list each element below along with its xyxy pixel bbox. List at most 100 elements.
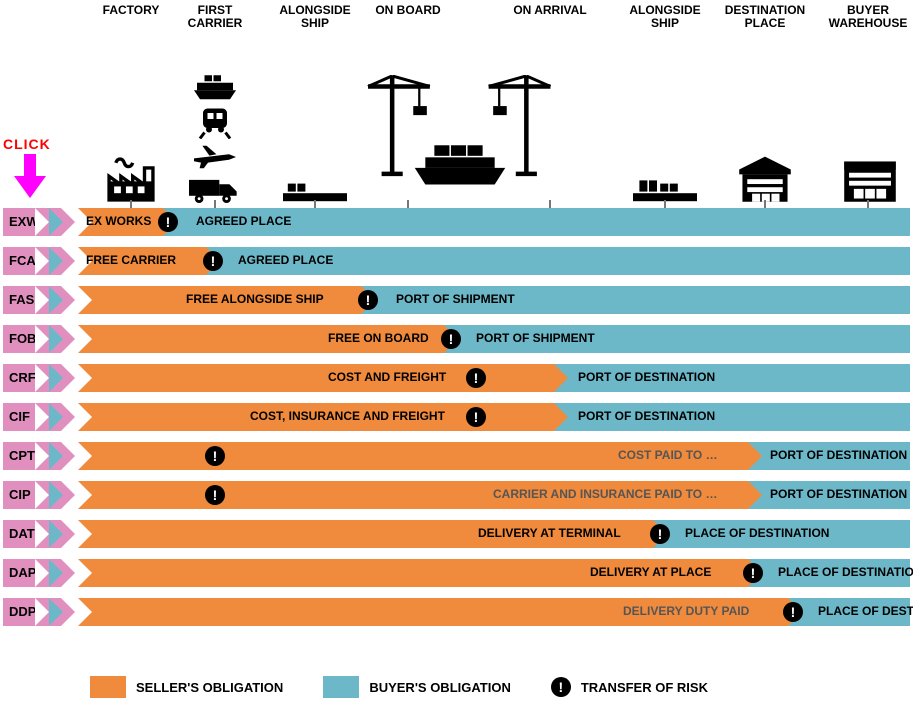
column-headers: FACTORYFIRST CARRIERALONGSIDE SHIPON BOA… [0, 0, 913, 36]
buyer-text: PORT OF DESTINATION [578, 409, 715, 423]
column-tick [867, 200, 869, 208]
transfer-of-risk-icon: ! [466, 368, 486, 388]
incoterm-row-fob: FOB FREE ON BOARD PORT OF SHIPMENT! [3, 325, 910, 353]
buyer-text: PLACE OF DESTINATION [818, 604, 913, 618]
seller-swatch [90, 676, 126, 698]
buyer-text: PLACE OF DESTINATION [778, 565, 913, 579]
transfer-of-risk-icon: ! [358, 290, 378, 310]
obligation-bar: FREE ON BOARD PORT OF SHIPMENT! [78, 325, 910, 353]
chevron-icon [49, 520, 69, 548]
column-header-alongside2: ALONGSIDE SHIP [615, 4, 715, 30]
obligation-bar: FREE ALONGSIDE SHIPPORT OF SHIPMENT! [78, 286, 910, 314]
obligation-bar: CARRIER AND INSURANCE PAID TO … PORT OF D… [78, 481, 910, 509]
legend: SELLER'S OBLIGATION BUYER'S OBLIGATION !… [90, 676, 913, 698]
buyer-text: PORT OF DESTINATION [770, 487, 907, 501]
incoterm-row-exw: EXWEX WORKSAGREED PLACE! [3, 208, 910, 236]
obligation-bar: EX WORKSAGREED PLACE! [78, 208, 910, 236]
incoterm-row-fas: FASFREE ALONGSIDE SHIPPORT OF SHIPMENT! [3, 286, 910, 314]
column-tick [764, 200, 766, 208]
transfer-of-risk-icon: ! [203, 251, 223, 271]
column-header-destplace: DESTINATION PLACE [715, 4, 815, 30]
incoterm-row-fca: FCA FREE CARRIER AGREED PLACE! [3, 247, 910, 275]
plane-icon [192, 143, 238, 171]
obligation-bar: DELIVERY DUTY PAID PLACE OF DESTINATION! [78, 598, 910, 626]
column-tick [549, 200, 551, 208]
obligation-bar: COST AND FREIGHT PORT OF DESTINATION! [78, 364, 910, 392]
column-header-carrier: FIRST CARRIER [165, 4, 265, 30]
transfer-of-risk-icon: ! [205, 446, 225, 466]
buyer-warehouse-icon [838, 155, 902, 205]
chevron-icon [49, 364, 69, 392]
incoterm-code-label: CRF [9, 370, 36, 385]
column-tick [130, 200, 132, 208]
incoterm-row-ddp: DDPDELIVERY DUTY PAIDPLACE OF DESTINATIO… [3, 598, 910, 626]
column-header-alongside1: ALONGSIDE SHIP [265, 4, 365, 30]
column-header-onboard: ON BOARD [358, 4, 458, 17]
train-icon [197, 105, 233, 139]
column-tick [214, 200, 216, 208]
column-header-onarrival: ON ARRIVAL [500, 4, 600, 17]
transfer-of-risk-icon: ! [441, 329, 461, 349]
incoterm-code-label: CPT [9, 448, 35, 463]
incoterm-row-cip: CIPCARRIER AND INSURANCE PAID TO …PORT O… [3, 481, 910, 509]
incoterms-diagram: CLICK FACTORYFIRST CARRIERALONGSIDE SHIP… [0, 0, 913, 712]
seller-text: FREE ON BOARD [328, 331, 429, 345]
incoterm-code-label: DAP [9, 565, 36, 580]
buyer-text: PLACE OF DESTINATION [685, 526, 829, 540]
incoterm-row-dat: DATDELIVERY AT TERMINALPLACE OF DESTINAT… [3, 520, 910, 548]
incoterm-row-cif: CIF COST, INSURANCE AND FREIGHTPORT OF DE… [3, 403, 910, 431]
buyer-text: AGREED PLACE [238, 253, 333, 267]
seller-text: CARRIER AND INSURANCE PAID TO … [493, 487, 717, 501]
chevron-icon [49, 442, 69, 470]
incoterm-code-label: FOB [9, 331, 36, 346]
chevron-icon [49, 247, 69, 275]
factory-icon [101, 151, 161, 205]
obligation-bar: DELIVERY AT TERMINAL PLACE OF DESTINATION… [78, 520, 910, 548]
incoterm-row-crf: CRF COST AND FREIGHT PORT OF DESTINATION! [3, 364, 910, 392]
seller-text: DELIVERY DUTY PAID [623, 604, 749, 618]
transfer-of-risk-icon: ! [783, 602, 803, 622]
buyer-text: PORT OF SHIPMENT [396, 292, 515, 306]
obligation-bar: COST PAID TO …PORT OF DESTINATION! [78, 442, 910, 470]
alongside-ship-dest-icon [630, 159, 700, 205]
seller-text: DELIVERY AT PLACE [590, 565, 711, 579]
incoterm-row-cpt: CPT COST PAID TO …PORT OF DESTINATION! [3, 442, 910, 470]
chevron-icon [49, 403, 69, 431]
legend-seller-label: SELLER'S OBLIGATION [136, 680, 283, 695]
column-tick [664, 200, 666, 208]
legend-risk-label: TRANSFER OF RISK [581, 680, 708, 695]
transfer-of-risk-icon: ! [743, 563, 763, 583]
column-tick [314, 200, 316, 208]
onboard-crane-ship-icon [360, 75, 560, 205]
transfer-of-risk-icon: ! [466, 407, 486, 427]
buyer-text: PORT OF DESTINATION [578, 370, 715, 384]
legend-seller: SELLER'S OBLIGATION [90, 676, 283, 698]
destination-warehouse-icon [733, 155, 797, 205]
chevron-icon [49, 325, 69, 353]
transfer-of-risk-icon: ! [158, 212, 178, 232]
seller-text: COST AND FREIGHT [328, 370, 446, 384]
buyer-text: AGREED PLACE [196, 214, 291, 228]
buyer-text: PORT OF SHIPMENT [476, 331, 595, 345]
column-icons-row [0, 40, 913, 205]
column-tick [407, 200, 409, 208]
seller-text: FREE CARRIER [86, 253, 176, 267]
column-header-buyerwh: BUYER WAREHOUSE [818, 4, 913, 30]
legend-buyer-label: BUYER'S OBLIGATION [369, 680, 511, 695]
first-carrier-icons [185, 75, 245, 205]
chevron-icon [49, 559, 69, 587]
incoterm-code-label: FCA [9, 253, 36, 268]
incoterm-rows: EXWEX WORKSAGREED PLACE! FCA FREE CARRIER A… [3, 208, 910, 637]
seller-text: COST PAID TO … [618, 448, 718, 462]
buyer-swatch [323, 676, 359, 698]
legend-buyer: BUYER'S OBLIGATION [323, 676, 511, 698]
obligation-bar: FREE CARRIER AGREED PLACE! [78, 247, 910, 275]
obligation-bar: COST, INSURANCE AND FREIGHTPORT OF DESTI… [78, 403, 910, 431]
transfer-of-risk-icon: ! [205, 485, 225, 505]
chevron-icon [49, 208, 69, 236]
incoterm-code-label: CIF [9, 409, 30, 424]
legend-risk: ! TRANSFER OF RISK [551, 677, 708, 697]
seller-text: DELIVERY AT TERMINAL [478, 526, 621, 540]
alongside-ship-icon [280, 159, 350, 205]
ship-icon [191, 75, 239, 101]
